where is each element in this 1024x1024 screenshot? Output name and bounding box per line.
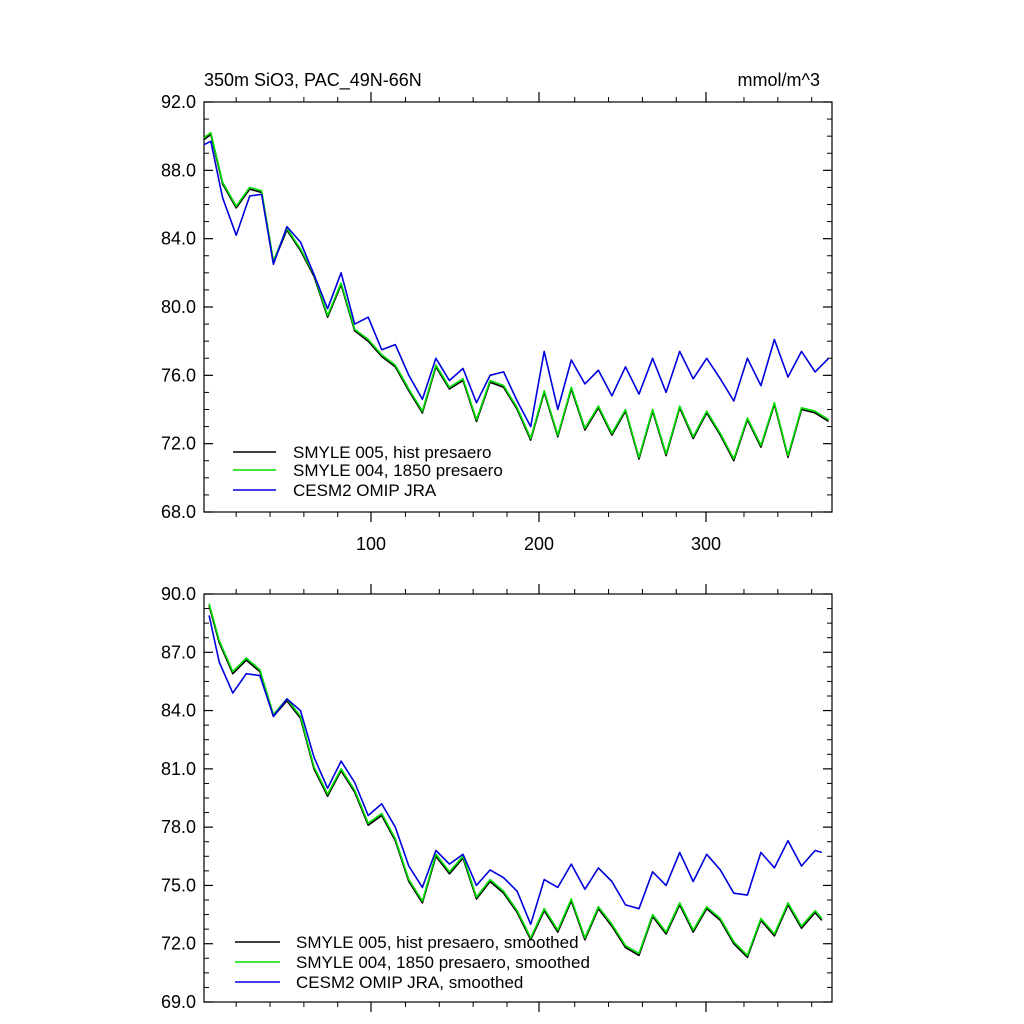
y-tick-label: 80.0 [161, 297, 196, 317]
top-panel: 92.0 88.0 84.0 80.0 76.0 72.0 68.0 100 200 300 SMY… [161, 92, 833, 554]
y-tick-label: 78.0 [161, 817, 196, 837]
legend-label: SMYLE 004, 1850 presaero, smoothed [296, 953, 590, 972]
series-line-0 [203, 133, 830, 462]
x-tick-label: 300 [691, 534, 721, 554]
y-tick-label: 88.0 [161, 160, 196, 180]
y-tick-label: 75.0 [161, 875, 196, 895]
y-tick-label: 84.0 [161, 701, 196, 721]
y-tick-label: 92.0 [161, 92, 196, 112]
series-line-1 [208, 603, 823, 957]
series-line-2 [208, 615, 823, 926]
legend-label: SMYLE 005, hist presaero, smoothed [296, 933, 579, 952]
x-tick-label: 200 [524, 534, 554, 554]
series-line-2 [203, 140, 830, 428]
chart-units: mmol/m^3 [738, 70, 820, 90]
x-tick-label: 100 [356, 534, 386, 554]
y-tick-label: 87.0 [161, 642, 196, 662]
legend-label: SMYLE 004, 1850 presaero [293, 461, 503, 480]
y-tick-label: 90.0 [161, 584, 196, 604]
bottom-panel: 90.0 87.0 84.0 81.0 78.0 75.0 72.0 69.0 SMYLE 00… [161, 584, 833, 1012]
series-line-1 [203, 131, 830, 460]
legend-label: CESM2 OMIP JRA, smoothed [296, 973, 523, 992]
chart-title: 350m SiO3, PAC_49N-66N [204, 70, 422, 91]
y-tick-label: 72.0 [161, 934, 196, 954]
legend-label: CESM2 OMIP JRA [293, 481, 437, 500]
series-line-0 [208, 605, 823, 959]
y-tick-label: 84.0 [161, 229, 196, 249]
legend-label: SMYLE 005, hist presaero [293, 443, 491, 462]
y-tick-label: 68.0 [161, 502, 196, 522]
y-tick-label: 69.0 [161, 992, 196, 1012]
y-tick-label: 81.0 [161, 759, 196, 779]
y-tick-label: 72.0 [161, 434, 196, 454]
y-tick-label: 76.0 [161, 365, 196, 385]
